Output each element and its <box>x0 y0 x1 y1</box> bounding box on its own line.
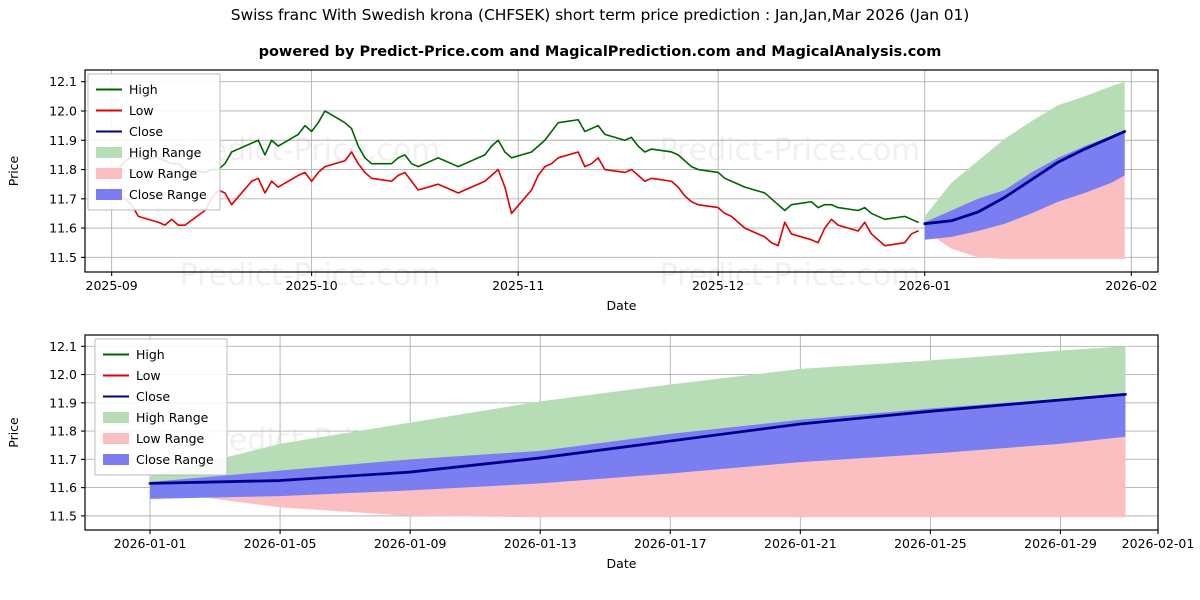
y-tick-label: 11.5 <box>49 250 77 265</box>
y-tick-label: 11.8 <box>49 424 77 439</box>
x-tick-label: 2026-02-01 <box>1122 536 1195 551</box>
legend-swatch-low_range <box>103 433 129 444</box>
series-line-low <box>117 151 919 247</box>
x-tick-label: 2026-01-21 <box>764 536 837 551</box>
y-tick-label: 11.9 <box>49 395 77 410</box>
legend-label: High <box>136 347 165 362</box>
legend-label: Close <box>129 124 163 139</box>
y-axis-title: Price <box>6 155 21 186</box>
x-tick-label: 2026-01-01 <box>114 536 187 551</box>
chart-legend: High Low Close High Range Low Range Close Ran… <box>87 73 221 211</box>
y-tick-label: 12.0 <box>49 103 77 118</box>
legend-swatch-close_range <box>103 454 129 465</box>
figure-subtitle: powered by Predict-Price.com and Magical… <box>258 44 942 60</box>
y-tick-label: 12.0 <box>49 367 77 382</box>
x-tick-label: 2025-09 <box>86 278 138 293</box>
legend-swatch-high_range <box>103 412 129 423</box>
y-tick-label: 12.1 <box>49 339 77 354</box>
series-line-high <box>117 110 919 224</box>
legend-label: High <box>129 82 158 97</box>
legend-label: Low Range <box>129 166 198 181</box>
y-tick-label: 11.9 <box>49 133 77 148</box>
x-axis-title: Date <box>607 556 637 571</box>
watermark-text: Predict-Price.com <box>180 133 441 168</box>
series-line-close <box>148 392 1127 485</box>
x-tick-label: 2026-01 <box>899 278 951 293</box>
x-tick-label: 2026-01-05 <box>244 536 317 551</box>
high-range-band <box>150 346 1126 484</box>
legend-swatch-close_range <box>96 189 122 200</box>
x-tick-label: 2026-01-25 <box>894 536 967 551</box>
x-axis-title: Date <box>607 298 637 313</box>
y-tick-label: 11.8 <box>49 162 77 177</box>
x-tick-label: 2025-12 <box>692 278 744 293</box>
legend-label: Low <box>129 103 154 118</box>
figure-title: Swiss franc With Swedish krona (CHFSEK) … <box>230 6 970 24</box>
legend-label: Low Range <box>136 431 205 446</box>
watermark-text: Predict-Price.com <box>660 258 921 293</box>
y-tick-label: 11.6 <box>49 221 77 236</box>
y-tick-label: 11.7 <box>49 191 77 206</box>
bottom-chart-panel: Predict-Price.comPredict-Price.com11.511… <box>6 334 1195 571</box>
legend-label: High Range <box>136 410 209 425</box>
legend-label: High Range <box>129 145 202 160</box>
y-tick-label: 11.5 <box>49 508 77 523</box>
y-axis-title: Price <box>6 417 21 448</box>
top-chart-panel: Predict-Price.com Predict-Price.com Predic… <box>6 69 1159 313</box>
watermark-text: Predict-Price.com <box>660 133 921 168</box>
x-tick-label: 2026-01-29 <box>1024 536 1097 551</box>
x-tick-label: 2026-02 <box>1105 278 1157 293</box>
y-tick-label: 11.6 <box>49 480 77 495</box>
y-tick-label: 11.7 <box>49 452 77 467</box>
x-tick-label: 2026-01-13 <box>504 536 577 551</box>
x-tick-label: 2025-10 <box>285 278 337 293</box>
x-tick-label: 2025-11 <box>492 278 544 293</box>
watermark-text: Predict-Price.com <box>180 258 441 293</box>
legend-label: Close <box>136 389 170 404</box>
series-line-close <box>923 130 1127 226</box>
x-tick-label: 2026-01-17 <box>634 536 707 551</box>
plot-frame <box>84 334 1159 531</box>
legend-swatch-low_range <box>96 168 122 179</box>
high-range-band <box>924 81 1125 224</box>
y-tick-label: 12.1 <box>49 74 77 89</box>
x-tick-label: 2026-01-09 <box>374 536 447 551</box>
chart-legend: High Low Close High Range Low Range Close Ran… <box>94 338 228 476</box>
legend-label: Close Range <box>129 187 207 202</box>
legend-label: Close Range <box>136 452 214 467</box>
plot-frame <box>84 69 1159 273</box>
legend-label: Low <box>136 368 161 383</box>
legend-swatch-high_range <box>96 147 122 158</box>
